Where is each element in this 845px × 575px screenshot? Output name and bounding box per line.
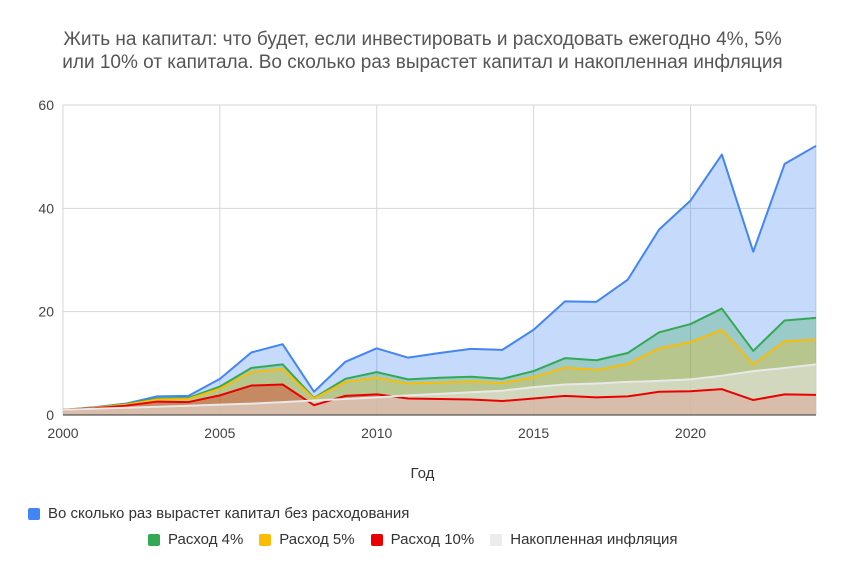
legend-item-5pct[interactable]: Расход 5%	[259, 531, 355, 548]
legend-swatch-5pct	[259, 533, 272, 546]
legend-label-4pct: Расход 4%	[168, 531, 244, 548]
legend-item-inflation[interactable]: Накопленная инфляция	[490, 531, 678, 548]
legend-label-inflation: Накопленная инфляция	[510, 531, 678, 548]
legend-swatch-10pct	[370, 533, 383, 546]
legend-item-10pct[interactable]: Расход 10%	[370, 531, 475, 548]
y-tick-label: 20	[38, 304, 54, 320]
series-line-2	[62, 328, 817, 411]
x-tick-label: 2005	[204, 425, 235, 441]
y-tick-label: 0	[46, 407, 54, 423]
legend-item-4pct[interactable]: Расход 4%	[148, 531, 243, 548]
legend-swatch-capital	[28, 507, 40, 520]
series-line-0	[62, 144, 817, 411]
chart-title-line-1: Жить на капитал: что будет, если инвести…	[63, 29, 782, 50]
series-line-4	[62, 363, 817, 411]
series-area-4	[63, 364, 816, 415]
chart-title-line-2: или 10% от капитала. Во сколько раз выра…	[62, 52, 783, 73]
legend-row-1: Во сколько раз вырастет капитал без расх…	[0, 505, 845, 522]
legend-item-capital[interactable]: Во сколько раз вырастет капитал без расх…	[28, 505, 409, 522]
x-tick-label: 2000	[47, 425, 78, 441]
x-tick-label: 2020	[675, 425, 706, 441]
legend-swatch-4pct	[148, 533, 160, 546]
x-axis-label: Год	[410, 465, 435, 482]
legend-label-capital: Во сколько раз вырастет капитал без расх…	[48, 505, 410, 522]
series-line-3	[62, 383, 817, 411]
y-tick-label: 40	[38, 200, 54, 216]
x-tick-label: 2010	[361, 425, 392, 441]
legend-row-2: Расход 4% Расход 5% Расход 10% Накопленн…	[0, 531, 845, 548]
legend: Во сколько раз вырастет капитал без расх…	[0, 505, 845, 548]
legend-swatch-inflation	[490, 533, 503, 546]
legend-label-10pct: Расход 10%	[390, 531, 475, 548]
chart-title: Жить на капитал: что будет, если инвести…	[0, 28, 845, 74]
y-tick-label: 60	[38, 97, 54, 113]
x-tick-label: 2015	[518, 425, 549, 441]
legend-label-5pct: Расход 5%	[279, 531, 355, 548]
series-area-0	[63, 145, 816, 416]
